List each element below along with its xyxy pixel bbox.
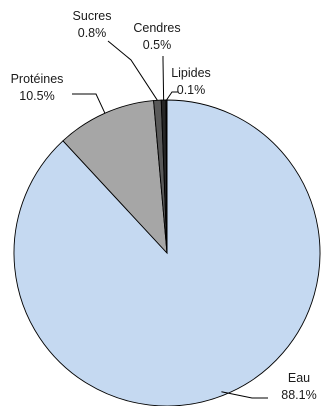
slice-value-eau: 88.1% xyxy=(281,388,316,402)
slice-value-sucres: 0.8% xyxy=(78,26,107,40)
leader-line-proteines xyxy=(72,93,106,114)
leader-lines xyxy=(72,40,268,399)
slice-value-lipides: 0.1% xyxy=(177,83,206,97)
slice-label-proteines: Protéines xyxy=(11,72,64,86)
leader-line-sucres xyxy=(107,40,158,101)
pie-slices xyxy=(13,99,321,406)
leader-line-lipides xyxy=(166,91,178,101)
leader-line-eau xyxy=(221,391,268,399)
slice-label-sucres: Sucres xyxy=(73,9,112,23)
slice-label-cendres: Cendres xyxy=(133,21,180,35)
slice-value-proteines: 10.5% xyxy=(19,89,54,103)
leader-line-cendres xyxy=(162,56,165,101)
slice-value-cendres: 0.5% xyxy=(143,38,172,52)
slice-label-eau: Eau xyxy=(288,371,310,385)
slice-label-lipides: Lipides xyxy=(171,66,211,80)
